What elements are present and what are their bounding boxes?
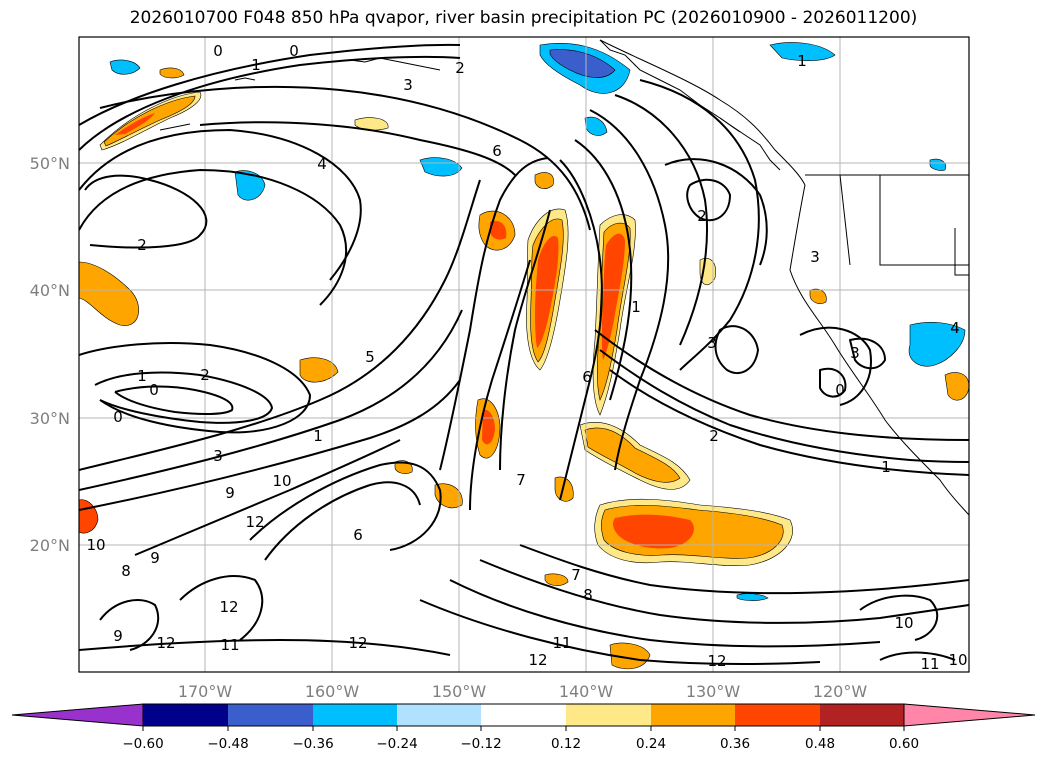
contour-label: 0	[213, 42, 223, 60]
contour-label: 6	[353, 526, 363, 544]
lon-label: 160°W	[305, 682, 360, 701]
contour-label: 3	[810, 248, 820, 266]
contour-label: 6	[492, 142, 502, 160]
contour-label: 0	[835, 381, 845, 399]
colorbar-extend-min	[11, 703, 144, 727]
contour-label: 11	[220, 636, 239, 654]
contour-label: 1	[251, 56, 261, 74]
map-panel: 0 0 1 2 3 1 6 4 2 2 3 1 3 6 5 1 2 1 0 0 …	[79, 37, 969, 673]
contour-label: 12	[528, 651, 547, 669]
qvapor-contours	[79, 43, 969, 666]
lon-label: 120°W	[813, 682, 868, 701]
coastlines	[159, 39, 969, 516]
colorbar-segment	[651, 704, 735, 726]
lat-label: 50°N	[30, 154, 70, 173]
contour-label: 11	[552, 634, 571, 652]
colorbar-tick-label: 0.60	[889, 736, 919, 752]
contour-labels: 0 0 1 2 3 1 6 4 2 2 3 1 3 6 5 1 2 1 0 0 …	[86, 42, 967, 673]
contour-label: 1	[137, 367, 147, 385]
contour-label: 9	[225, 484, 235, 502]
colorbar: −0.60 −0.48 −0.36 −0.24 −0.12 0.12 0.24 …	[11, 703, 1036, 752]
lon-label: 140°W	[559, 682, 614, 701]
colorbar-tick-label: 0.36	[720, 736, 750, 752]
contour-label: 5	[365, 348, 375, 366]
lat-label: 30°N	[30, 409, 70, 428]
colorbar-tick-label: −0.60	[122, 736, 163, 752]
contour-label: 1	[313, 427, 323, 445]
lon-label: 150°W	[432, 682, 487, 701]
colorbar-tick-label: −0.12	[460, 736, 501, 752]
longitude-labels: 170°W 160°W 150°W 140°W 130°W 120°W	[178, 682, 868, 701]
contour-label: 1	[881, 458, 891, 476]
colorbar-tick-label: −0.24	[376, 736, 417, 752]
contour-label: 8	[583, 586, 593, 604]
colorbar-segment	[566, 704, 651, 726]
contour-label: 2	[455, 59, 465, 77]
contour-label: 2	[137, 236, 147, 254]
contour-label: 6	[582, 368, 592, 386]
contour-label: 4	[950, 319, 960, 337]
colorbar-tick-label: 0.48	[805, 736, 835, 752]
contour-label: 8	[121, 562, 131, 580]
contour-label: 9	[150, 549, 160, 567]
contour-label: 0	[113, 408, 123, 426]
contour-label: 3	[707, 334, 717, 352]
shaded-regions	[79, 42, 969, 670]
contour-label: 9	[113, 627, 123, 645]
lon-label: 130°W	[686, 682, 741, 701]
contour-label: 1	[797, 52, 807, 70]
latitude-labels: 50°N 40°N 30°N 20°N	[30, 154, 70, 555]
contour-label: 3	[850, 344, 860, 362]
colorbar-segment	[228, 704, 313, 726]
colorbar-segment	[313, 704, 397, 726]
contour-label: 7	[516, 471, 526, 489]
contour-label: 12	[348, 634, 367, 652]
contour-label: 12	[219, 598, 238, 616]
lat-label: 40°N	[30, 281, 70, 300]
contour-label: 7	[571, 566, 581, 584]
colorbar-segment	[481, 704, 566, 726]
contour-label: 10	[894, 614, 913, 632]
contour-label: 4	[317, 155, 327, 173]
contour-label: 3	[403, 76, 413, 94]
map-frame	[78, 36, 970, 673]
colorbar-tick-label: −0.48	[207, 736, 248, 752]
map-title: 2026010700 F048 850 hPa qvapor, river ba…	[129, 8, 918, 28]
contour-label: 11	[920, 655, 939, 673]
colorbar-tick-label: −0.36	[292, 736, 333, 752]
lon-label: 170°W	[178, 682, 233, 701]
colorbar-tick-label: 0.24	[636, 736, 666, 752]
graticule	[79, 37, 969, 672]
contour-label: 2	[697, 207, 707, 225]
contour-label: 0	[289, 42, 299, 60]
contour-label: 2	[200, 366, 210, 384]
contour-label: 3	[213, 447, 223, 465]
contour-label: 10	[86, 536, 105, 554]
colorbar-extend-max	[903, 703, 1036, 727]
contour-label: 10	[948, 651, 967, 669]
lat-label: 20°N	[30, 536, 70, 555]
colorbar-segment	[397, 704, 481, 726]
contour-label: 12	[245, 513, 264, 531]
colorbar-segment	[820, 704, 904, 726]
contour-label: 2	[709, 427, 719, 445]
contour-label: 0	[149, 381, 159, 399]
colorbar-tick-label: 0.12	[551, 736, 581, 752]
contour-label: 10	[272, 472, 291, 490]
contour-label: 1	[631, 298, 641, 316]
contour-label: 12	[707, 652, 726, 670]
colorbar-segment	[143, 704, 228, 726]
colorbar-segment	[735, 704, 820, 726]
contour-label: 12	[156, 634, 175, 652]
